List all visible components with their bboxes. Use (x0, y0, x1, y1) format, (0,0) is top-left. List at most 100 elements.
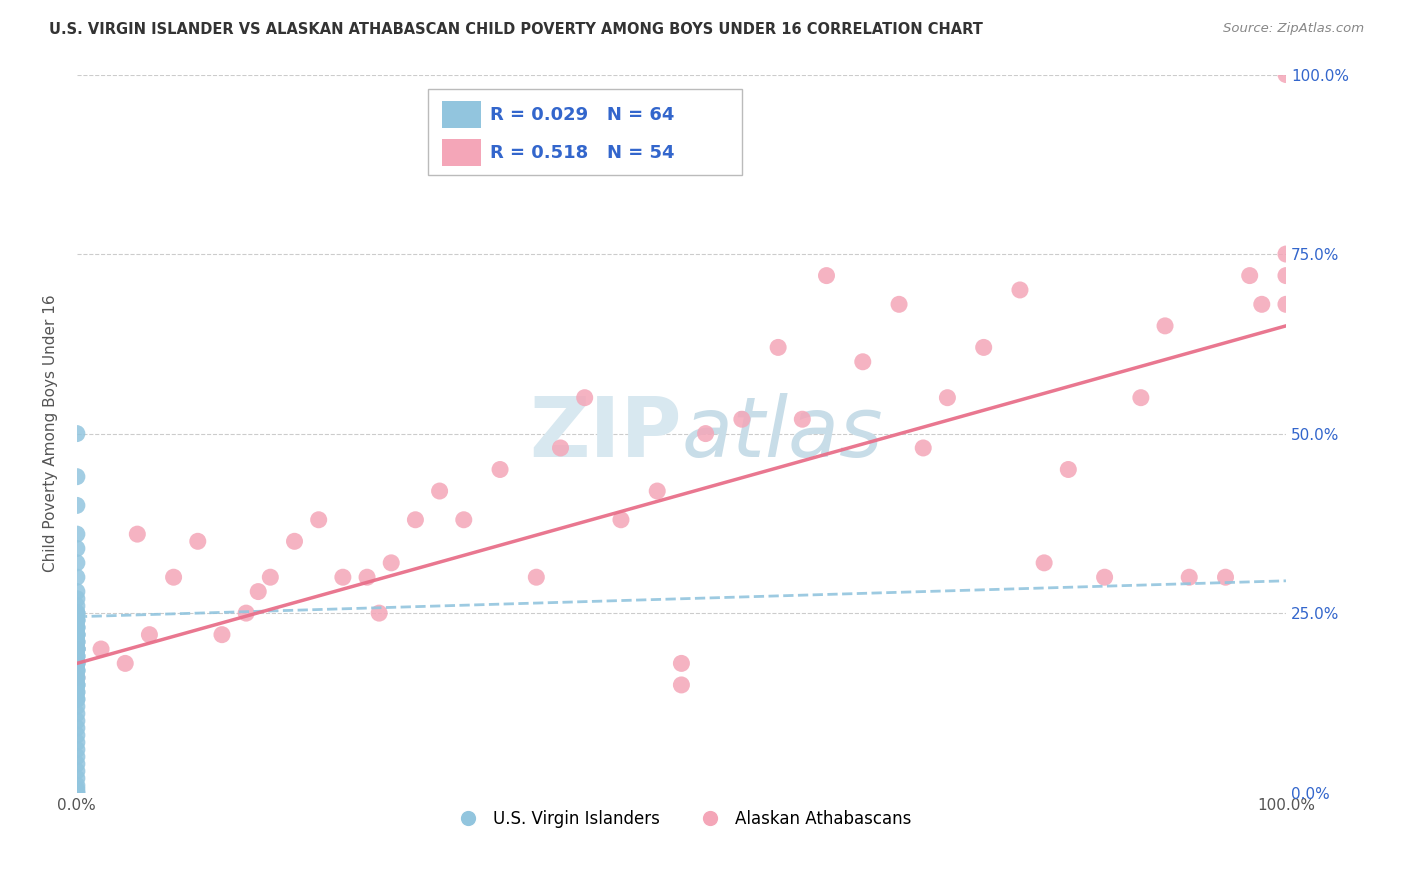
Point (550, 441, 572, 455)
Point (187, 534, 209, 549)
FancyBboxPatch shape (441, 101, 481, 128)
Point (66, 657, 89, 671)
Point (1094, 570, 1116, 584)
Point (66, 620, 89, 634)
Point (645, 483, 668, 498)
Point (766, 340, 789, 354)
Point (66, 657, 89, 671)
Point (66, 657, 89, 671)
Point (127, 527, 149, 541)
Point (1057, 462, 1080, 476)
Point (1275, 68, 1298, 82)
Point (66, 606, 89, 620)
Point (66, 685, 89, 699)
Point (66, 692, 89, 706)
Point (66, 706, 89, 721)
Point (114, 657, 136, 671)
Point (66, 721, 89, 735)
Point (66, 584, 89, 599)
Point (247, 584, 270, 599)
Text: R = 0.518   N = 54: R = 0.518 N = 54 (491, 144, 675, 161)
Point (66, 628, 89, 642)
Point (235, 606, 257, 620)
Point (1215, 570, 1237, 584)
Point (66, 728, 89, 742)
Point (66, 635, 89, 649)
Point (1129, 391, 1152, 405)
Point (66, 786, 89, 800)
Point (138, 628, 160, 642)
Point (1008, 283, 1031, 297)
Point (66, 556, 89, 570)
Point (66, 635, 89, 649)
Point (162, 570, 184, 584)
Point (66, 756, 89, 771)
Point (66, 620, 89, 634)
Point (259, 570, 281, 584)
Point (792, 412, 814, 426)
Point (66, 742, 89, 756)
Point (66, 628, 89, 642)
FancyBboxPatch shape (441, 139, 481, 167)
Point (66, 620, 89, 634)
Point (66, 699, 89, 714)
Point (66, 599, 89, 613)
Point (66, 499, 89, 513)
Point (66, 782, 89, 797)
Point (489, 462, 512, 476)
Point (90, 642, 112, 657)
Point (66, 642, 89, 657)
Point (852, 355, 875, 369)
Point (66, 678, 89, 692)
Point (1275, 297, 1298, 311)
Text: atlas: atlas (682, 393, 883, 474)
Point (66, 469, 89, 483)
Point (356, 570, 378, 584)
FancyBboxPatch shape (427, 89, 742, 175)
Point (66, 735, 89, 749)
Point (1239, 268, 1261, 283)
Point (66, 671, 89, 685)
Text: R = 0.029   N = 64: R = 0.029 N = 64 (491, 106, 675, 124)
Point (731, 412, 754, 426)
Point (66, 606, 89, 620)
Point (66, 657, 89, 671)
Point (1178, 570, 1201, 584)
Point (671, 657, 693, 671)
Point (1154, 318, 1177, 333)
Point (211, 628, 233, 642)
Point (66, 714, 89, 728)
Point (66, 613, 89, 627)
Point (66, 426, 89, 441)
Point (66, 678, 89, 692)
Point (66, 628, 89, 642)
Point (671, 678, 693, 692)
Point (1033, 556, 1056, 570)
Text: U.S. VIRGIN ISLANDER VS ALASKAN ATHABASCAN CHILD POVERTY AMONG BOYS UNDER 16 COR: U.S. VIRGIN ISLANDER VS ALASKAN ATHABASC… (49, 22, 983, 37)
Point (66, 635, 89, 649)
Point (453, 513, 475, 527)
Point (66, 606, 89, 620)
Point (610, 513, 633, 527)
Point (66, 772, 89, 786)
Text: ZIP: ZIP (529, 393, 682, 474)
Point (66, 664, 89, 678)
Point (66, 570, 89, 584)
Point (66, 642, 89, 657)
Point (574, 391, 596, 405)
Point (66, 764, 89, 778)
Point (887, 297, 910, 311)
Legend: U.S. Virgin Islanders, Alaskan Athabascans: U.S. Virgin Islanders, Alaskan Athabasca… (444, 804, 918, 835)
Point (66, 664, 89, 678)
Point (66, 649, 89, 664)
Y-axis label: Child Poverty Among Boys Under 16: Child Poverty Among Boys Under 16 (44, 294, 58, 573)
Point (973, 340, 995, 354)
Point (66, 649, 89, 664)
Point (332, 570, 354, 584)
Point (524, 570, 547, 584)
Point (66, 692, 89, 706)
Point (66, 541, 89, 556)
Point (308, 513, 330, 527)
Point (66, 649, 89, 664)
Point (66, 628, 89, 642)
